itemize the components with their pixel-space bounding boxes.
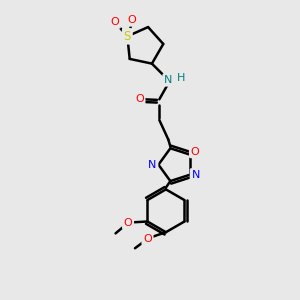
Text: S: S: [124, 30, 131, 43]
Text: O: O: [124, 218, 132, 228]
Text: O: O: [190, 147, 200, 157]
Text: O: O: [135, 94, 144, 104]
Text: N: N: [164, 75, 172, 85]
Text: H: H: [177, 74, 185, 83]
Text: O: O: [110, 17, 119, 27]
Text: N: N: [191, 170, 200, 180]
Text: O: O: [128, 15, 136, 25]
Text: N: N: [148, 160, 157, 170]
Text: O: O: [143, 234, 152, 244]
